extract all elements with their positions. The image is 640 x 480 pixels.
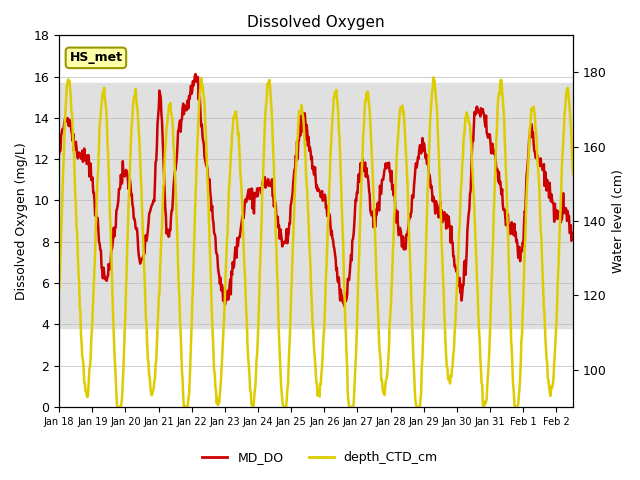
Y-axis label: Water level (cm): Water level (cm) — [612, 169, 625, 273]
Y-axis label: Dissolved Oxygen (mg/L): Dissolved Oxygen (mg/L) — [15, 142, 28, 300]
Legend: MD_DO, depth_CTD_cm: MD_DO, depth_CTD_cm — [197, 446, 443, 469]
Text: HS_met: HS_met — [69, 51, 122, 64]
Bar — [59, 83, 573, 328]
Title: Dissolved Oxygen: Dissolved Oxygen — [247, 15, 385, 30]
